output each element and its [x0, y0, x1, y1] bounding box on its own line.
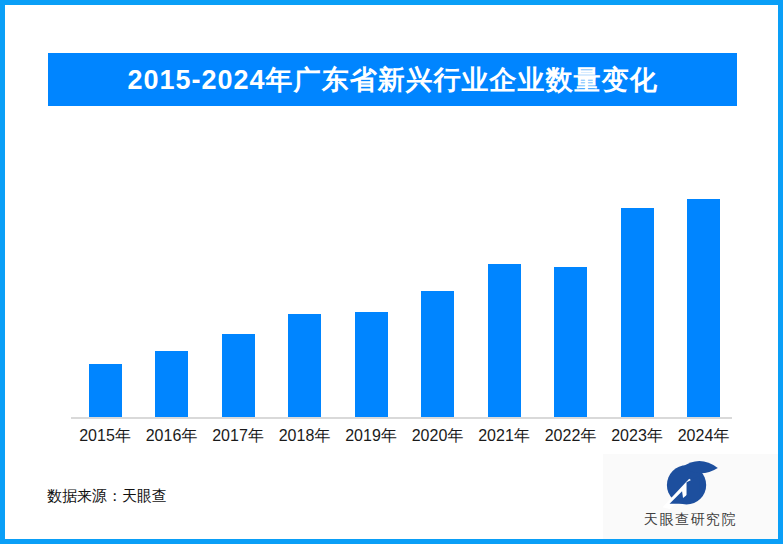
x-tick-2015年: 2015年 — [72, 426, 138, 447]
x-tick-2017年: 2017年 — [205, 426, 271, 447]
bar-2022年 — [554, 267, 587, 417]
x-tick-2022年: 2022年 — [538, 426, 604, 447]
chart-title: 2015-2024年广东省新兴行业企业数量变化 — [127, 62, 657, 98]
bar-2016年 — [155, 351, 188, 417]
x-axis-labels: 2015年2016年2017年2018年2019年2020年2021年2022年… — [71, 426, 732, 448]
bar-2021年 — [488, 264, 521, 417]
data-source-label: 数据来源：天眼查 — [47, 487, 167, 506]
bar-2019年 — [355, 312, 388, 417]
bar-2020年 — [421, 291, 454, 417]
x-tick-2024年: 2024年 — [671, 426, 737, 447]
bar-2018年 — [288, 314, 321, 417]
bar-2024年 — [687, 199, 720, 417]
tianyancha-logo-icon — [662, 459, 720, 509]
x-tick-2020年: 2020年 — [405, 426, 471, 447]
x-tick-2018年: 2018年 — [272, 426, 338, 447]
infographic-frame: 2015-2024年广东省新兴行业企业数量变化 2015年2016年2017年2… — [0, 0, 783, 544]
x-tick-2021年: 2021年 — [471, 426, 537, 447]
x-tick-2019年: 2019年 — [338, 426, 404, 447]
x-tick-2023年: 2023年 — [604, 426, 670, 447]
bar-2023年 — [621, 208, 654, 417]
logo-panel: 天眼查研究院 — [603, 454, 778, 539]
title-banner: 2015-2024年广东省新兴行业企业数量变化 — [48, 53, 737, 106]
x-tick-2016年: 2016年 — [139, 426, 205, 447]
logo-label: 天眼查研究院 — [644, 511, 737, 529]
x-axis-line — [71, 417, 732, 419]
bar-chart — [71, 106, 732, 417]
bar-2017年 — [222, 334, 255, 417]
bar-2015年 — [89, 364, 122, 417]
